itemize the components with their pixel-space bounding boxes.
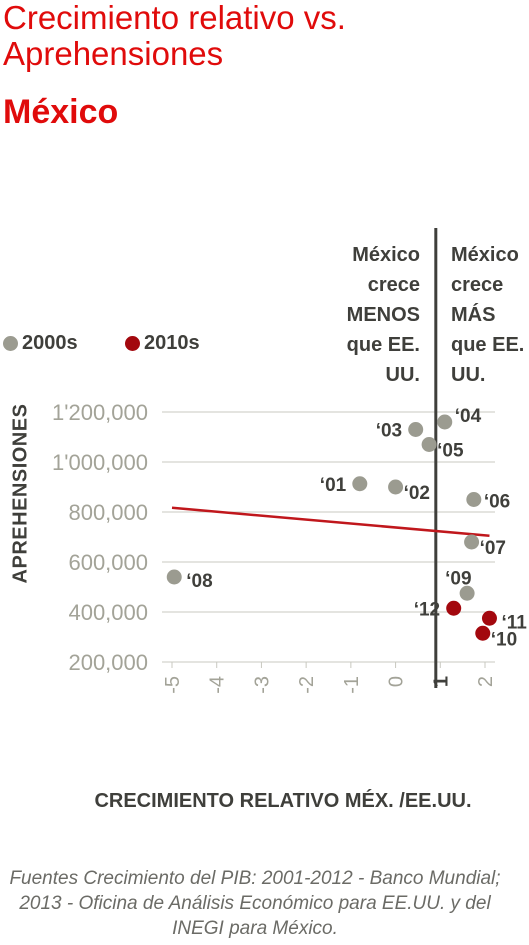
data-point-label: ‘11 — [501, 612, 527, 633]
data-point — [475, 625, 491, 641]
region-label-less: México crece MENOS que EE. UU. — [346, 244, 420, 386]
legend-item-2010s: 2010s — [125, 332, 200, 354]
data-point-label: ‘06 — [484, 492, 510, 513]
data-point — [352, 476, 368, 492]
x-tick-label: -3 — [251, 676, 273, 694]
data-point-label: ‘12 — [414, 599, 440, 620]
region-label-more: México crece MÁS que EE. UU. — [451, 244, 525, 386]
chart-subtitle: México — [3, 93, 119, 131]
x-tick-label: 2 — [475, 676, 497, 687]
y-tick-label: 400,000 — [68, 600, 148, 625]
x-tick-label: -5 — [162, 676, 184, 694]
data-point — [421, 437, 437, 452]
legend-dot-2000s — [3, 335, 18, 351]
legend-dot-2010s — [125, 335, 140, 351]
data-point-label: ‘08 — [186, 571, 212, 592]
data-point — [464, 534, 480, 550]
y-tick-label: 600,000 — [68, 550, 148, 575]
data-point — [481, 610, 497, 626]
trend-line — [171, 506, 490, 537]
data-point — [166, 569, 182, 585]
data-point-label: ‘01 — [320, 475, 347, 496]
y-tick-label: 1'000,000 — [52, 450, 148, 475]
x-tick-label: 1 — [430, 676, 452, 687]
x-tick-label: -1 — [341, 676, 363, 694]
x-tick-label: -2 — [296, 676, 318, 694]
data-point — [446, 600, 462, 616]
data-point-label: ‘03 — [376, 421, 402, 442]
data-point-label: ‘10 — [491, 629, 517, 650]
chart-title: Crecimiento relativo vs. Aprehensiones — [3, 0, 346, 72]
legend-label-2010s: 2010s — [144, 332, 200, 354]
y-tick-label: 1'200,000 — [52, 400, 148, 425]
data-point — [408, 422, 424, 437]
legend-item-2000s: 2000s — [3, 332, 78, 354]
y-tick-label: 200,000 — [68, 650, 148, 675]
data-point — [466, 492, 482, 507]
y-tick-label: 800,000 — [68, 500, 148, 525]
data-point-label: ‘04 — [455, 406, 482, 427]
data-point — [388, 479, 404, 495]
data-point — [459, 585, 475, 601]
data-point-label: ‘05 — [437, 441, 464, 462]
x-tick-label: 0 — [386, 676, 408, 687]
source-note: Fuentes Crecimiento del PIB: 2001-2012 -… — [9, 868, 501, 939]
legend-label-2000s: 2000s — [22, 332, 78, 354]
data-point — [437, 414, 453, 430]
x-axis-label: CRECIMIENTO RELATIVO MÉX. /EE.UU. — [94, 790, 472, 812]
x-tick-label: -4 — [207, 676, 229, 694]
data-point-label: ‘09 — [445, 568, 471, 589]
data-point-label: ‘02 — [404, 483, 430, 504]
data-point-label: ‘07 — [480, 538, 506, 559]
